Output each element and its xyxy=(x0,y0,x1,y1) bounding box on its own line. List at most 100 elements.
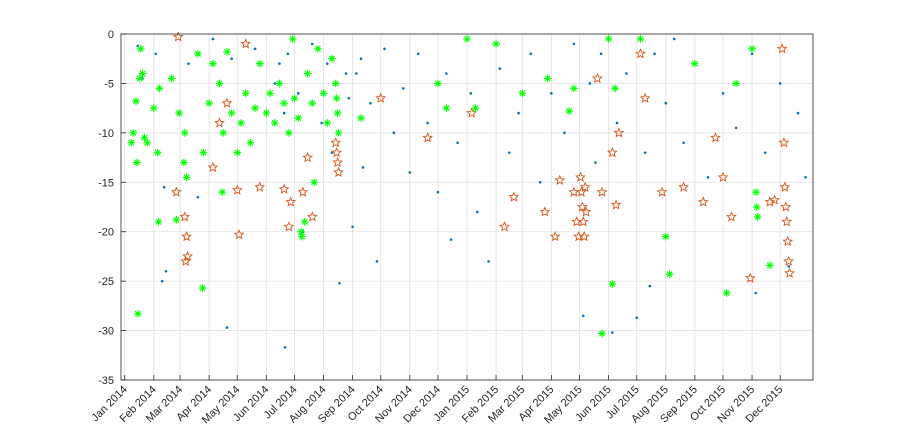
data-point xyxy=(706,176,710,179)
data-point xyxy=(331,79,340,88)
data-point xyxy=(205,99,213,107)
data-point xyxy=(325,62,329,65)
data-point xyxy=(285,196,297,207)
data-point xyxy=(214,117,225,128)
data-point xyxy=(172,216,181,224)
data-point xyxy=(783,255,795,266)
asterisk-stroke xyxy=(570,85,577,92)
asterisk-stroke xyxy=(609,281,616,288)
data-point xyxy=(331,146,343,158)
asterisk-stroke xyxy=(334,110,341,117)
data-point xyxy=(575,171,586,182)
asterisk-stroke xyxy=(493,40,500,47)
asterisk-stroke xyxy=(566,108,573,115)
data-point xyxy=(310,42,314,46)
data-point xyxy=(780,201,792,212)
data-point xyxy=(804,176,807,179)
data-point xyxy=(375,260,379,263)
data-point xyxy=(781,216,793,227)
data-point xyxy=(776,43,788,54)
data-point xyxy=(581,314,585,318)
asterisk-stroke xyxy=(666,271,673,278)
data-point xyxy=(361,166,365,169)
data-point xyxy=(604,35,613,43)
data-point xyxy=(539,206,551,217)
data-point xyxy=(449,238,453,241)
data-point xyxy=(175,109,183,117)
asterisk-stroke xyxy=(463,35,471,42)
data-point xyxy=(290,94,299,103)
data-point xyxy=(308,99,317,107)
data-point xyxy=(209,59,217,68)
data-point xyxy=(237,119,245,127)
data-point xyxy=(508,191,520,202)
data-point xyxy=(303,69,312,78)
asterisk-stroke xyxy=(285,129,292,136)
asterisk-stroke xyxy=(183,174,190,181)
data-point xyxy=(278,62,281,65)
asterisk-stroke xyxy=(256,60,263,67)
asterisk-stroke xyxy=(154,149,161,156)
data-point xyxy=(710,132,721,143)
data-marks xyxy=(127,31,807,349)
data-point xyxy=(763,151,767,154)
data-point xyxy=(240,38,252,49)
asterisk-stroke xyxy=(139,70,146,77)
y-tick-label: -30 xyxy=(98,326,114,338)
data-point xyxy=(140,134,149,142)
data-point xyxy=(422,132,434,143)
asterisk-stroke xyxy=(132,98,140,105)
data-point xyxy=(310,178,318,187)
data-point xyxy=(665,270,674,279)
asterisk-stroke xyxy=(723,289,730,297)
data-point xyxy=(796,111,800,115)
asterisk-stroke xyxy=(289,35,296,42)
asterisk-stroke xyxy=(176,110,183,117)
data-point xyxy=(721,92,725,95)
data-point xyxy=(296,92,300,95)
data-point xyxy=(199,148,208,157)
asterisk-stroke xyxy=(605,35,612,42)
asterisk-stroke xyxy=(223,48,231,55)
data-point xyxy=(732,79,740,88)
data-point xyxy=(596,186,608,197)
data-point xyxy=(549,230,561,242)
asterisk-stroke xyxy=(134,310,141,317)
data-point xyxy=(319,89,328,98)
data-point xyxy=(572,42,576,46)
data-point xyxy=(434,79,442,88)
data-point xyxy=(266,89,274,98)
data-point xyxy=(286,52,290,56)
data-point xyxy=(219,129,228,137)
data-point xyxy=(251,104,259,112)
data-point xyxy=(333,166,344,177)
data-point xyxy=(182,173,191,182)
data-point xyxy=(282,111,286,115)
y-tick-label: -35 xyxy=(98,375,114,387)
data-point xyxy=(357,114,365,122)
data-point xyxy=(180,129,189,137)
data-point xyxy=(408,171,412,174)
data-point xyxy=(769,194,780,205)
data-point xyxy=(606,146,618,158)
y-tick-label: -10 xyxy=(98,128,114,140)
data-point xyxy=(231,184,243,195)
data-point xyxy=(160,279,164,283)
data-point xyxy=(133,158,141,167)
data-point xyxy=(635,48,646,59)
data-point xyxy=(233,229,245,240)
data-point xyxy=(610,199,622,210)
data-point xyxy=(594,161,597,164)
data-point xyxy=(570,84,578,93)
asterisk-stroke xyxy=(752,189,759,196)
data-point xyxy=(332,94,341,103)
data-point xyxy=(726,211,737,222)
data-point xyxy=(164,269,168,273)
asterisk-stroke xyxy=(247,139,254,146)
data-point xyxy=(498,67,502,70)
data-point xyxy=(221,97,233,108)
data-point xyxy=(499,221,510,232)
y-tick-label: -15 xyxy=(98,177,114,189)
data-point xyxy=(278,183,290,194)
